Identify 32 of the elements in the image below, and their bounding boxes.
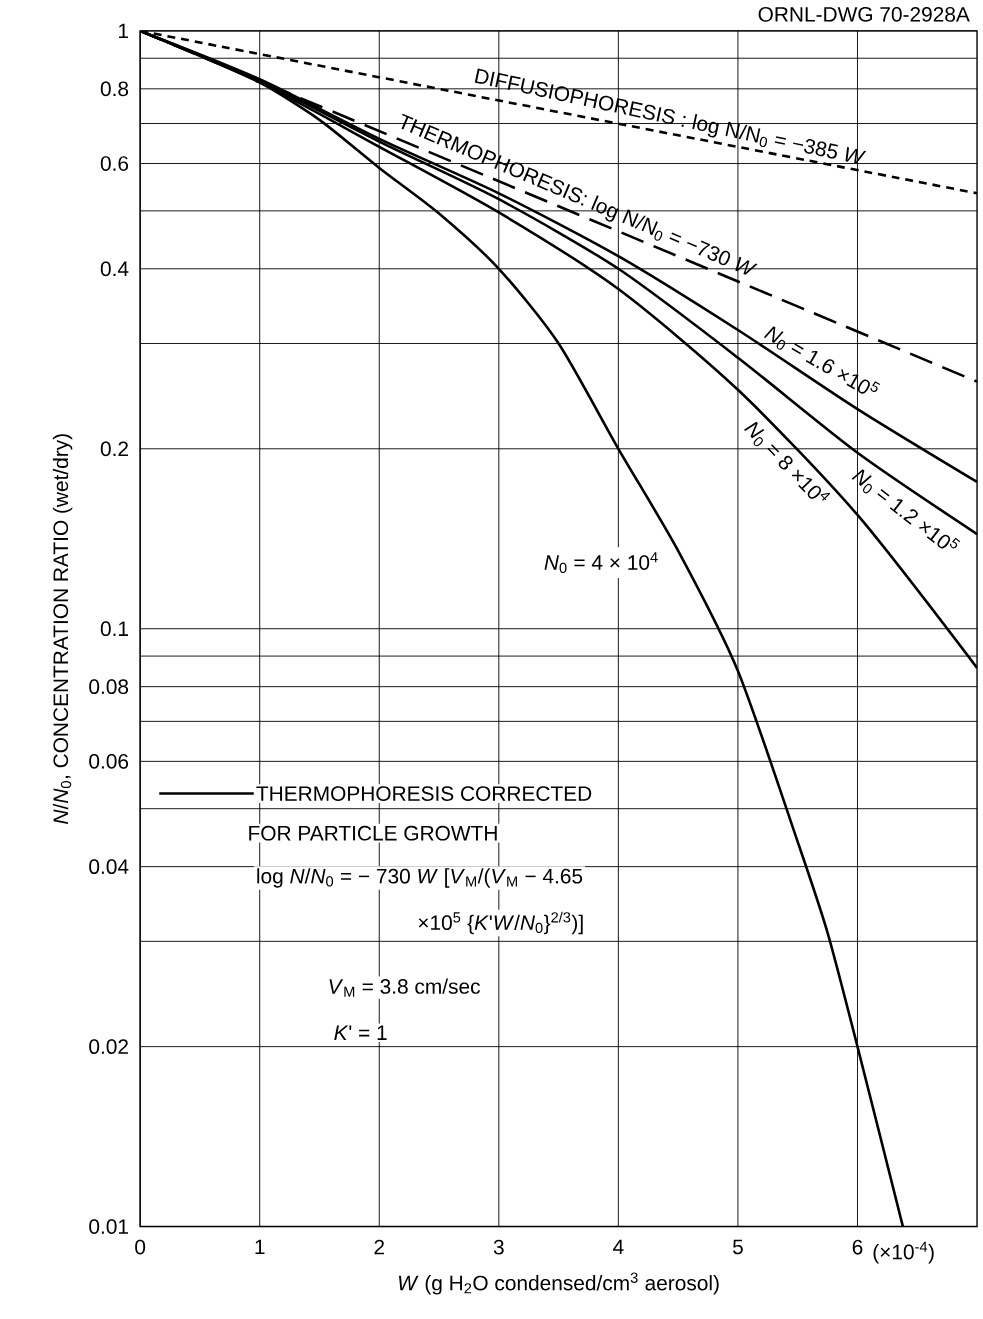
text: (×10$^{-4}$): [873, 1241, 934, 1264]
y-tick-label: 0.08: [89, 679, 129, 695]
text: N$_{0}$ = 8 ×10$^{4}$: [744, 421, 831, 501]
x-tick-label: 5: [732, 1239, 743, 1255]
y-tick-label: 0.06: [89, 753, 129, 769]
y-tick-label: 0.02: [89, 1039, 128, 1055]
series-label: N$_{0}$ = 4 × 10$^{4}$: [544, 552, 658, 573]
x-tick-label: 4: [613, 1239, 624, 1255]
y-axis-title: N/N$_{0}$, CONCENTRATION RATIO (wet/dry): [52, 434, 73, 824]
text: ×10$^{5}$ {K'W/N$_{0}$}$^{2/3}$)]: [418, 911, 583, 935]
y-tick-label: 0.6: [100, 156, 129, 171]
y-tick-label: 0.01: [89, 1219, 128, 1234]
y-tick-label: 0.04: [89, 859, 129, 875]
annotation: THERMOPHORESIS CORRECTED: [256, 786, 592, 801]
y-tick-label: 0.2: [100, 441, 128, 457]
x-tick-label: 6: [852, 1239, 863, 1255]
x-tick-label: 1: [255, 1239, 265, 1255]
annotation: K' = 1: [334, 1025, 387, 1040]
x-axis-title: W (g H$_{2}$O condensed/cm$^{3}$ aerosol): [398, 1272, 719, 1295]
y-tick-label: 0.1: [100, 621, 128, 637]
text: log N/N$_{0}$ = − 730 W [V$_{M}$/(V$_{M}$ − 4.65: [257, 868, 583, 888]
y-tick-label: 0.4: [100, 261, 129, 277]
y-tick-label: 0.8: [100, 81, 129, 97]
text: N$_{0}$ = 1.6 ×10$^{5}$: [763, 326, 881, 394]
x-tick-label: 0: [135, 1239, 146, 1255]
x-tick-label: 2: [374, 1239, 385, 1255]
annotation: V$_{M}$ = 3.8 cm/sec: [329, 978, 480, 997]
text: N$_{0}$ = 1.2 ×10$^{5}$: [851, 469, 961, 549]
y-tick-label: 1: [118, 23, 128, 39]
text: ORNL-DWG 70-2928A: [758, 6, 970, 22]
x-tick-label: 3: [493, 1239, 504, 1255]
annotation: FOR PARTICLE GROWTH: [249, 825, 497, 841]
